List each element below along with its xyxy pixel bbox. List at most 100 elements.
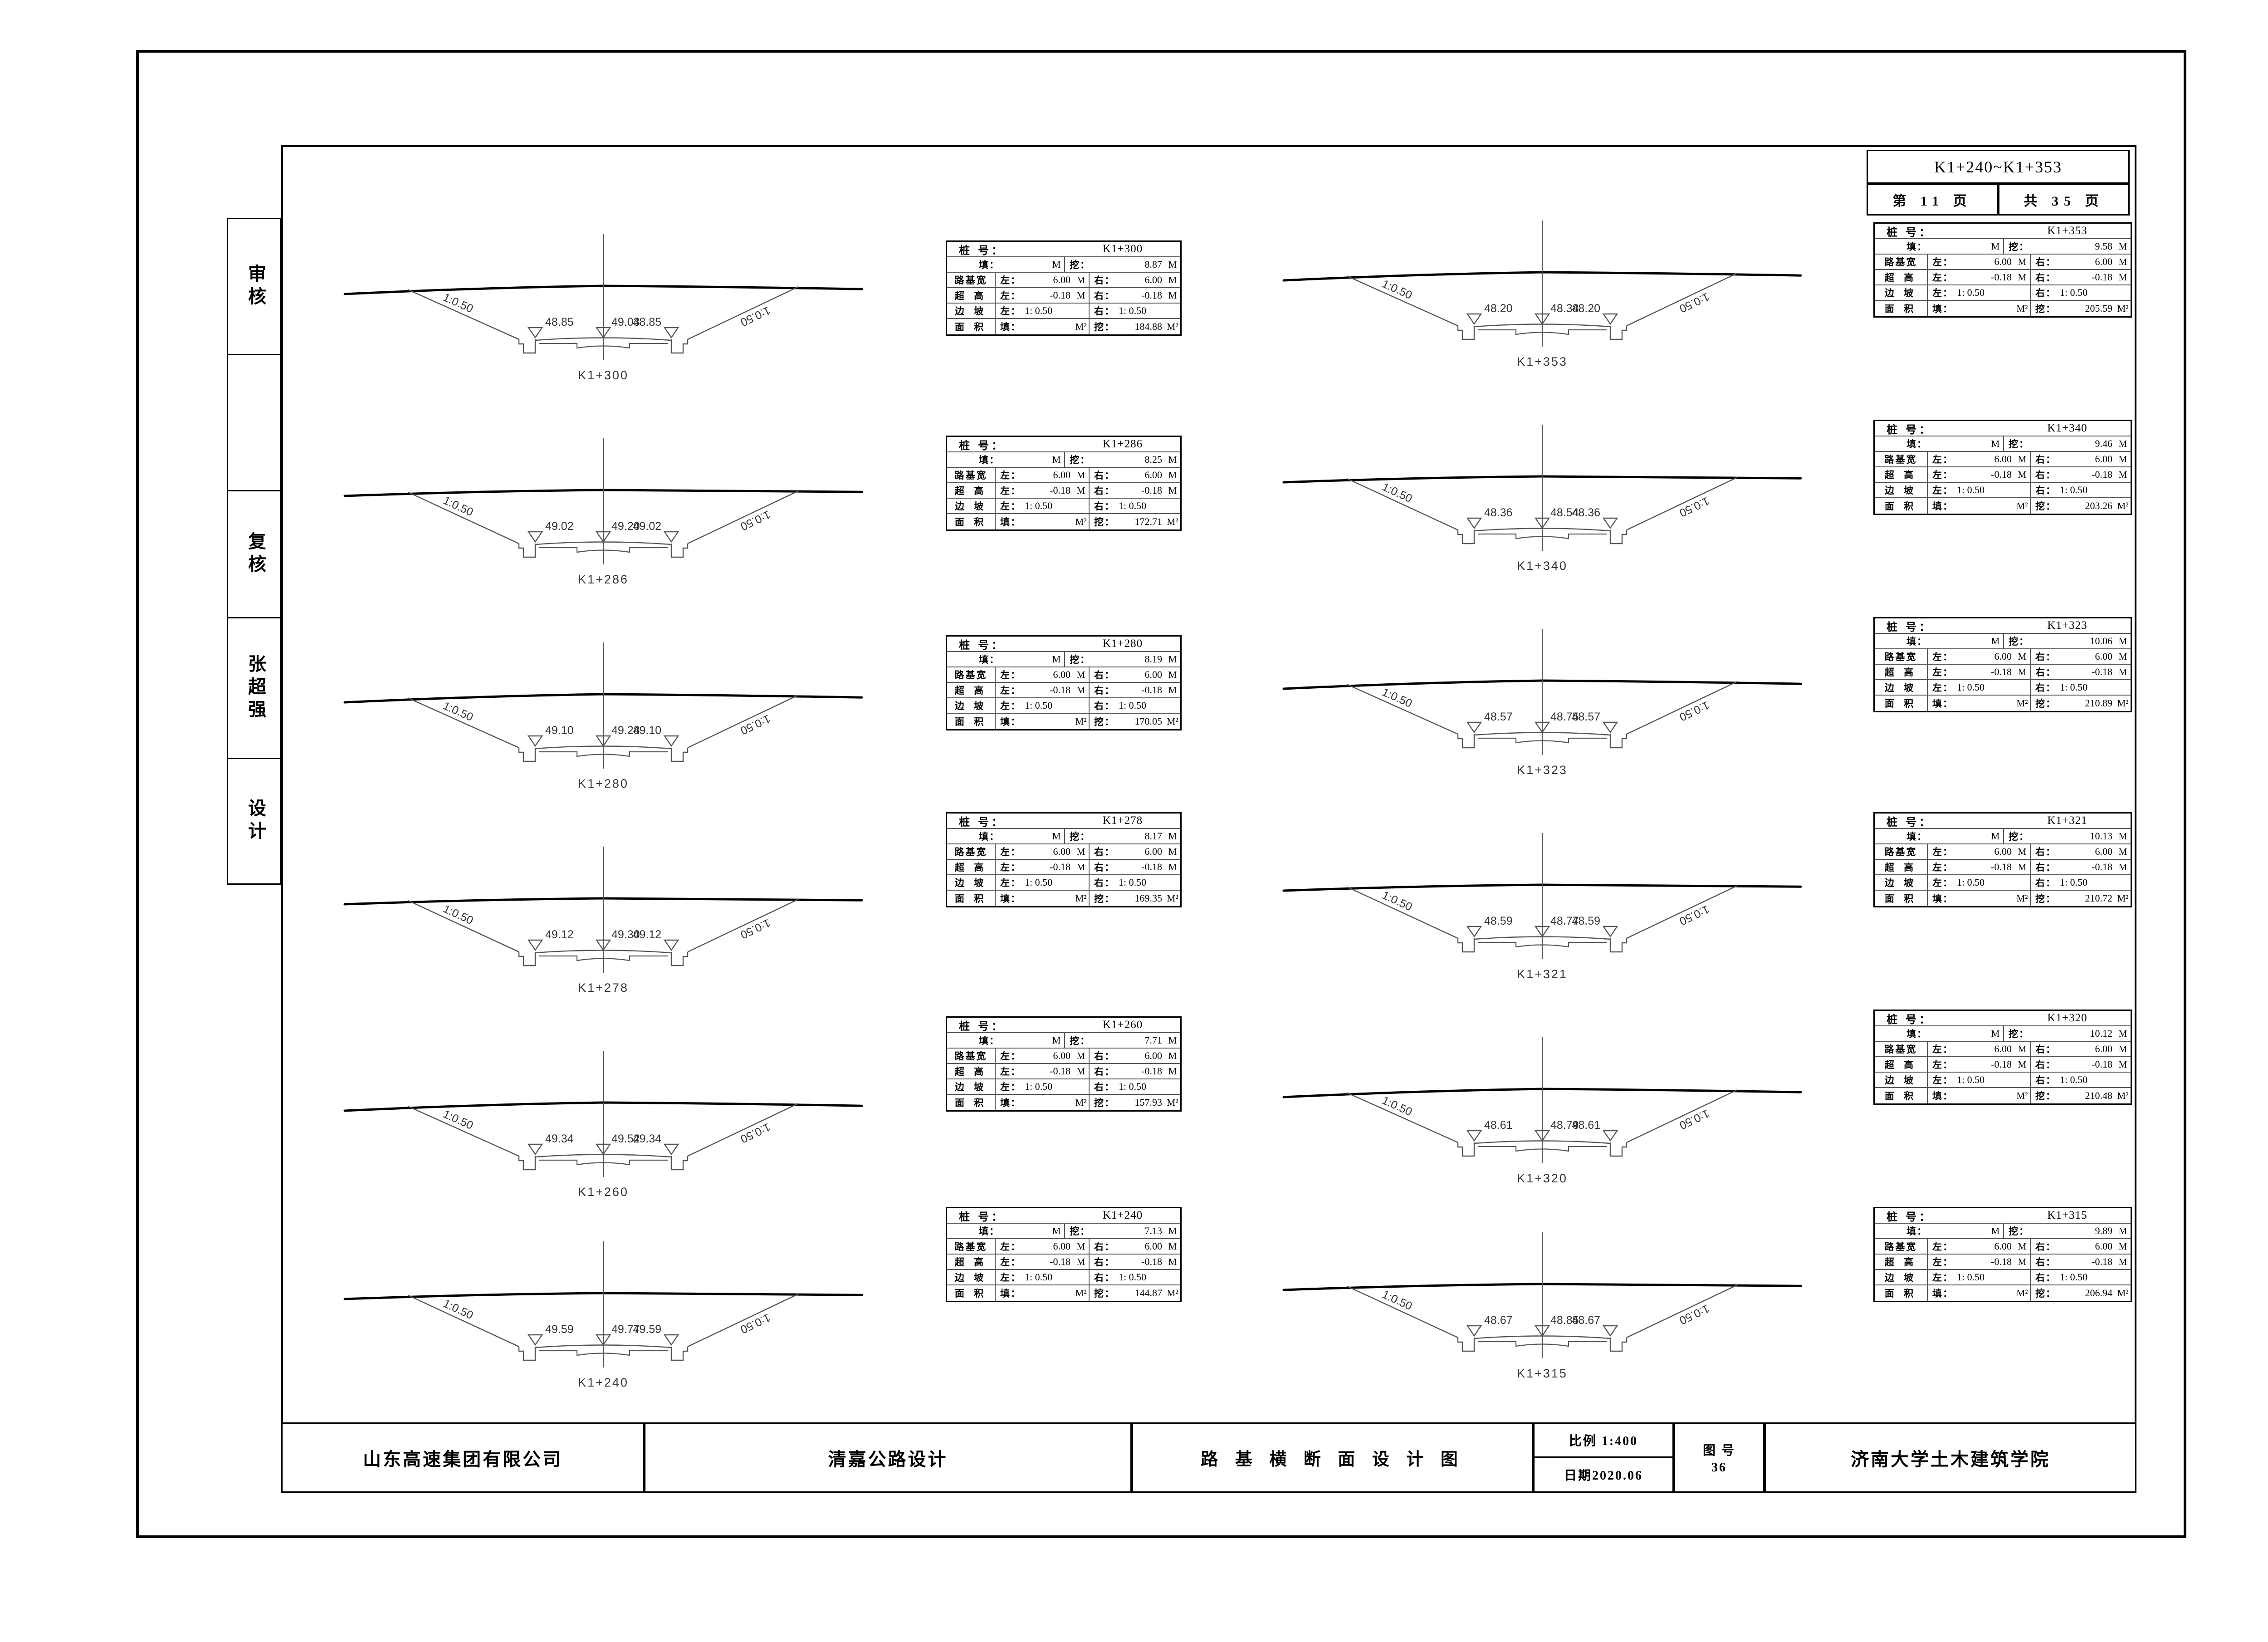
value-cut-height: 10.12 bbox=[2090, 1028, 2113, 1039]
elevation-label-left: 49.02 bbox=[545, 520, 574, 533]
cross-section-K1-323: 1:0.50 1:0.50 48.57 48.75 48.57 K1+323 bbox=[1266, 613, 1819, 783]
cell-superelevation-left: 左： -0.18 M bbox=[1928, 467, 2031, 482]
cell-roadbed-right: 右： 6.00 M bbox=[2031, 649, 2131, 664]
value-area-cut: 169.35 bbox=[1134, 892, 1163, 904]
label-area: 面 积 bbox=[947, 891, 996, 906]
unit-area-fill: M² bbox=[1075, 516, 1087, 527]
table-row-superelevation: 超 高左： -0.18 M 右： -0.18 M bbox=[947, 288, 1180, 304]
sig-cell-design[interactable]: 设计 bbox=[228, 759, 283, 883]
label-side-slope: 边 坡 bbox=[1875, 680, 1928, 695]
unit-superelevation-right: M bbox=[2118, 861, 2127, 872]
table-row-superelevation: 超 高左： -0.18 M 右： -0.18 M bbox=[947, 483, 1180, 499]
table-row-area: 面 积填： M² 挖： 169.35 M² bbox=[947, 891, 1180, 906]
titleblock-project: 清嘉公路设计 bbox=[644, 1422, 1132, 1493]
value-superelevation-right: -0.18 bbox=[2092, 861, 2112, 872]
stake-data-table: 桩 号： K1+315 填： M 挖： 9.89 M 路基宽 左： 6.00 M 右： 6.00 M 超 高… bbox=[1873, 1207, 2132, 1302]
value-stake: K1+260 bbox=[1102, 1019, 1143, 1031]
value-superelevation-right: -0.18 bbox=[1141, 1065, 1162, 1077]
label-left: 左： bbox=[1932, 1044, 1953, 1055]
table-row-superelevation: 超 高左： -0.18 M 右： -0.18 M bbox=[1875, 860, 2131, 875]
sig-cell-designer-name[interactable]: 张超强 bbox=[228, 618, 283, 759]
table-row-superelevation: 超 高左： -0.18 M 右： -0.18 M bbox=[947, 1255, 1180, 1270]
unit-cut-height: M bbox=[2118, 1225, 2127, 1236]
label-left: 左： bbox=[1000, 877, 1021, 888]
cell-superelevation-left: 左： -0.18 M bbox=[996, 483, 1090, 498]
unit-area-cut: M² bbox=[2117, 1287, 2129, 1299]
value-roadbed-left: 6.00 bbox=[1053, 846, 1071, 857]
label-cut: 挖： bbox=[2035, 1288, 2056, 1299]
sig-cell-blank[interactable] bbox=[228, 355, 283, 491]
table-row-roadbed-width: 路基宽 左： 6.00 M 右： 6.00 M bbox=[947, 1239, 1180, 1255]
value-area-cut: 210.72 bbox=[2085, 892, 2113, 904]
label-left: 左： bbox=[1932, 1059, 1953, 1070]
table-row-area: 面 积填： M² 挖： 144.87 M² bbox=[947, 1285, 1180, 1301]
cell-roadbed-left: 左： 6.00 M bbox=[1928, 844, 2031, 859]
table-row-side-slope: 边 坡左： 1: 0.50 右： 1: 0.50 bbox=[1875, 1073, 2131, 1088]
unit-roadbed-left: M bbox=[1076, 274, 1085, 285]
table-row-area: 面 积填： M² 挖： 206.94 M² bbox=[1875, 1285, 2131, 1301]
label-roadbed-width: 路基宽 bbox=[1875, 1239, 1928, 1254]
label-roadbed-width: 路基宽 bbox=[1875, 844, 1928, 859]
value-side-slope-right: 1: 0.50 bbox=[1119, 1081, 1147, 1092]
label-side-slope: 边 坡 bbox=[1875, 1270, 1928, 1284]
unit-superelevation-left: M bbox=[2018, 1059, 2027, 1070]
label-fill: 填： bbox=[1932, 1091, 1953, 1102]
value-roadbed-left: 6.00 bbox=[1994, 256, 2012, 267]
elevation-label-center: 48.54 bbox=[1550, 506, 1579, 519]
value-side-slope-left: 1: 0.50 bbox=[1957, 1074, 1985, 1085]
cell-area-cut: 挖： 210.48 M² bbox=[2031, 1088, 2131, 1103]
sig-cell-recheck[interactable]: 复核 bbox=[228, 491, 283, 618]
value-superelevation-left: -0.18 bbox=[1050, 1256, 1070, 1267]
table-row-roadbed-width: 路基宽 左： 6.00 M 右： 6.00 M bbox=[947, 273, 1180, 288]
unit-roadbed-left: M bbox=[2018, 256, 2027, 267]
cell-side-slope-right: 右： 1: 0.50 bbox=[2031, 1270, 2131, 1284]
sig-cell-review[interactable]: 审核 bbox=[228, 219, 283, 355]
label-side-slope: 边 坡 bbox=[947, 698, 996, 713]
unit-roadbed-right: M bbox=[1168, 274, 1177, 285]
elevation-label-right: 48.59 bbox=[1572, 915, 1600, 927]
cell-side-slope-right: 右： 1: 0.50 bbox=[2031, 1073, 2131, 1087]
value-cut-height: 10.06 bbox=[2090, 635, 2113, 647]
titleblock-scale-cell: 比例 1:400 bbox=[1535, 1424, 1672, 1458]
value-cut-height: 9.89 bbox=[2095, 1225, 2113, 1236]
unit-cut-height: M bbox=[1168, 1034, 1177, 1046]
label-fill: 填： bbox=[979, 1226, 1000, 1237]
value-roadbed-right: 6.00 bbox=[1144, 1050, 1163, 1061]
elevation-label-center: 49.30 bbox=[611, 928, 640, 941]
value-roadbed-left: 6.00 bbox=[1053, 469, 1071, 480]
label-left: 左： bbox=[1000, 685, 1021, 696]
unit-superelevation-right: M bbox=[2118, 1256, 2127, 1267]
section-stake-label: K1+320 bbox=[1517, 1171, 1568, 1185]
cell-area-fill: 填： M² bbox=[1928, 301, 2031, 316]
label-right: 右： bbox=[2035, 1257, 2056, 1268]
value-roadbed-left: 6.00 bbox=[1994, 1043, 2012, 1054]
label-area: 面 积 bbox=[947, 319, 996, 334]
elevation-label-left: 48.61 bbox=[1484, 1119, 1513, 1132]
unit-roadbed-left: M bbox=[1076, 669, 1085, 680]
cell-area-cut: 挖： 203.26 M² bbox=[2031, 498, 2131, 514]
titleblock-dwg-no-value: 36 bbox=[1711, 1460, 1727, 1475]
label-fill: 填： bbox=[1932, 304, 1953, 314]
label-side-slope: 边 坡 bbox=[1875, 1073, 1928, 1087]
unit-superelevation-left: M bbox=[2018, 666, 2027, 677]
unit-area-cut: M² bbox=[2117, 303, 2129, 314]
unit-roadbed-right: M bbox=[2118, 453, 2127, 465]
cell-fill-height: 填： M bbox=[947, 829, 1065, 843]
value-stake: K1+323 bbox=[2047, 619, 2087, 632]
header-page-total-text: 共 35 页 bbox=[2024, 194, 2104, 209]
unit-area-cut: M² bbox=[1167, 1097, 1178, 1108]
table-row-side-slope: 边 坡左： 1: 0.50 右： 1: 0.50 bbox=[1875, 875, 2131, 891]
table-row-stake: 桩 号： K1+260 bbox=[947, 1018, 1180, 1033]
label-fill: 填： bbox=[1932, 893, 1953, 904]
titleblock-scale-text: 比例 1:400 bbox=[1569, 1434, 1638, 1448]
label-cut: 挖： bbox=[1070, 455, 1090, 466]
value-area-cut: 170.05 bbox=[1134, 716, 1163, 727]
cell-area-cut: 挖： 205.59 M² bbox=[2031, 301, 2131, 316]
unit-area-fill: M² bbox=[1075, 892, 1087, 904]
label-left: 左： bbox=[1932, 454, 1953, 465]
titleblock-drawing-title: 路 基 横 断 面 设 计 图 bbox=[1132, 1422, 1533, 1493]
cell-roadbed-left: 左： 6.00 M bbox=[996, 1239, 1090, 1254]
table-row-area: 面 积填： M² 挖： 184.88 M² bbox=[947, 319, 1180, 334]
unit-fill-height: M bbox=[1991, 1028, 2000, 1039]
stake-data-table: 桩 号： K1+320 填： M 挖： 10.12 M 路基宽 左： 6.00 M 右： 6.00 M 超 … bbox=[1873, 1010, 2132, 1105]
